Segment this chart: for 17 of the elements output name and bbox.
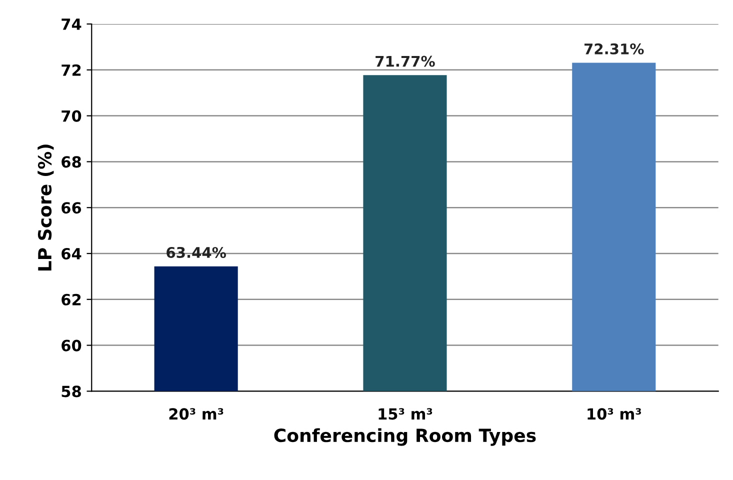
y-tick-label: 72 xyxy=(62,64,81,76)
y-tick-label: 70 xyxy=(62,110,82,122)
x-axis-title: Conferencing Room Types xyxy=(274,428,536,446)
x-tick-label: 15³ m³ xyxy=(378,408,432,420)
x-tick-label: 10³ m³ xyxy=(588,408,641,420)
y-tick-label: 68 xyxy=(62,156,81,168)
y-tick-label: 62 xyxy=(62,294,81,306)
y-tick-label: 66 xyxy=(62,202,82,214)
data-label: 63.44% xyxy=(166,246,226,258)
y-tick-label: 60 xyxy=(62,340,82,352)
x-tick-label: 20³ m³ xyxy=(169,408,224,420)
y-tick-label: 64 xyxy=(62,248,82,260)
data-label: 72.31% xyxy=(584,43,644,54)
y-tick-label: 74 xyxy=(62,18,82,30)
data-label: 71.77% xyxy=(376,56,435,67)
y-axis-title: LP Score (%) xyxy=(38,144,54,271)
y-tick-label: 58 xyxy=(62,386,81,398)
